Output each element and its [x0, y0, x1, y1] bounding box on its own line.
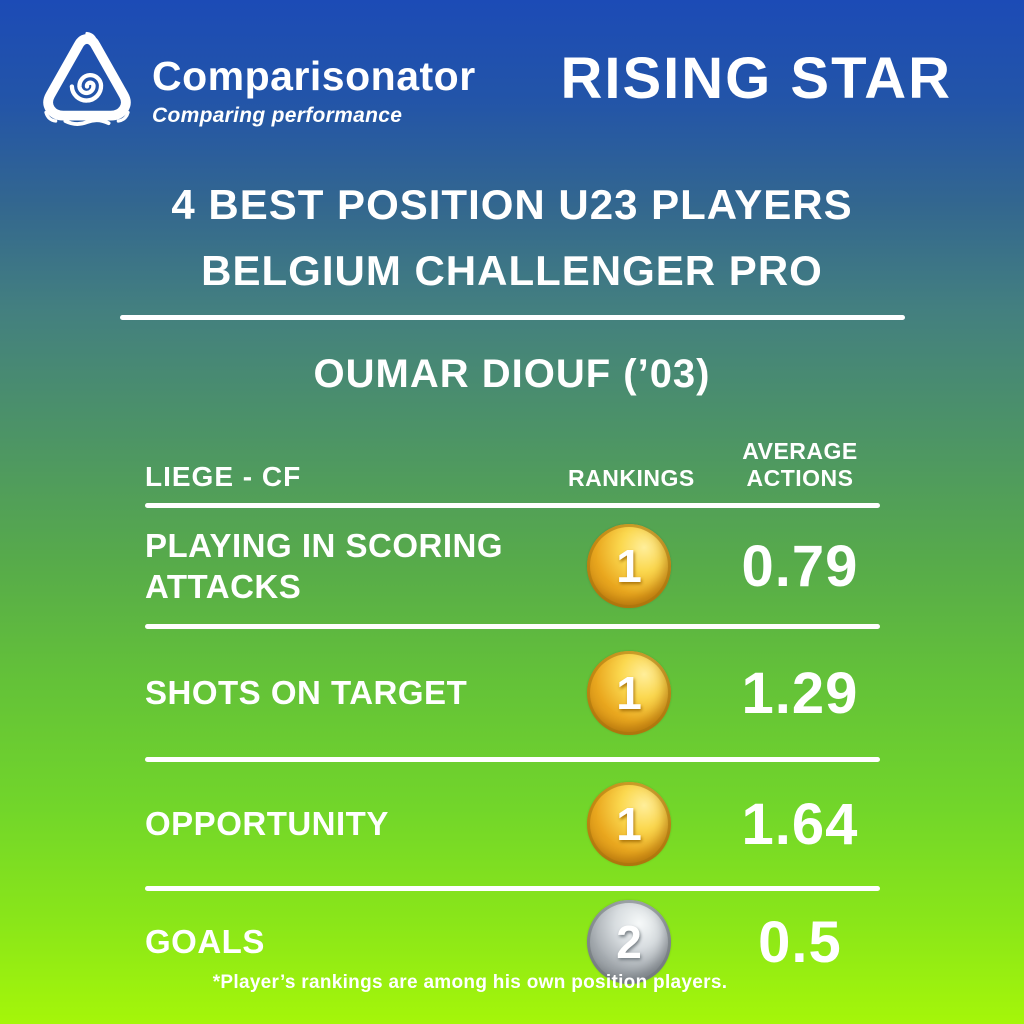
rank-cell: 1 [568, 782, 690, 866]
club-position-label: LIEGE - CF [145, 461, 302, 492]
brand-name: Comparisonator [152, 53, 476, 99]
title-divider [120, 315, 905, 320]
rankings-column-header: RANKINGS [568, 465, 695, 492]
average-actions-value: 1.29 [741, 660, 859, 726]
average-actions-value: 1.64 [741, 791, 859, 857]
stats-table: LIEGE - CF RANKINGS AVERAGE ACTIONS PLAY… [145, 415, 910, 993]
gold-medal-badge: 1 [587, 524, 671, 608]
footnote: *Player’s rankings are among his own pos… [212, 972, 728, 993]
rank-number: 1 [616, 798, 642, 850]
rank-number: 1 [616, 667, 642, 719]
rank-cell: 1 [568, 524, 690, 608]
main-title-line2: BELGIUM CHALLENGER PRO [201, 247, 823, 294]
metric-label: SHOTS ON TARGET [145, 674, 468, 712]
silver-medal-badge: 2 [587, 900, 671, 984]
main-title-line1: 4 BEST POSITION U23 PLAYERS [171, 181, 853, 228]
average-actions-value: 0.79 [741, 533, 859, 599]
rank-cell: 1 [568, 651, 690, 735]
metric-label: PLAYING IN SCORING ATTACKS [145, 526, 503, 605]
stat-row: PLAYING IN SCORING ATTACKS 1 0.79 [145, 508, 910, 624]
main-title: 4 BEST POSITION U23 PLAYERS BELGIUM CHAL… [0, 172, 1024, 304]
stat-row: GOALS 2 0.5 [145, 891, 910, 993]
average-actions-value: 0.5 [758, 909, 842, 975]
gold-medal-badge: 1 [587, 651, 671, 735]
brand-block: Comparisonator Comparing performance [152, 56, 476, 128]
table-header-row: LIEGE - CF RANKINGS AVERAGE ACTIONS [145, 415, 910, 503]
comparisonator-logo-icon [43, 31, 131, 126]
rank-number: 1 [616, 540, 642, 592]
rising-star-badge: RISING STAR [560, 46, 952, 111]
rank-number: 2 [616, 916, 642, 968]
stat-row: SHOTS ON TARGET 1 1.29 [145, 629, 910, 757]
player-name: OUMAR DIOUF (’03) [313, 352, 711, 396]
row-divider [145, 757, 880, 762]
metric-label: GOALS [145, 923, 265, 961]
stat-row: OPPORTUNITY 1 1.64 [145, 762, 910, 886]
gold-medal-badge: 1 [587, 782, 671, 866]
rank-cell: 2 [568, 900, 690, 984]
row-divider [145, 624, 880, 629]
row-divider [145, 503, 880, 508]
metric-label: OPPORTUNITY [145, 805, 389, 843]
average-actions-column-header: AVERAGE ACTIONS [742, 437, 858, 492]
brand-tagline: Comparing performance [152, 104, 403, 127]
row-divider [145, 886, 880, 891]
